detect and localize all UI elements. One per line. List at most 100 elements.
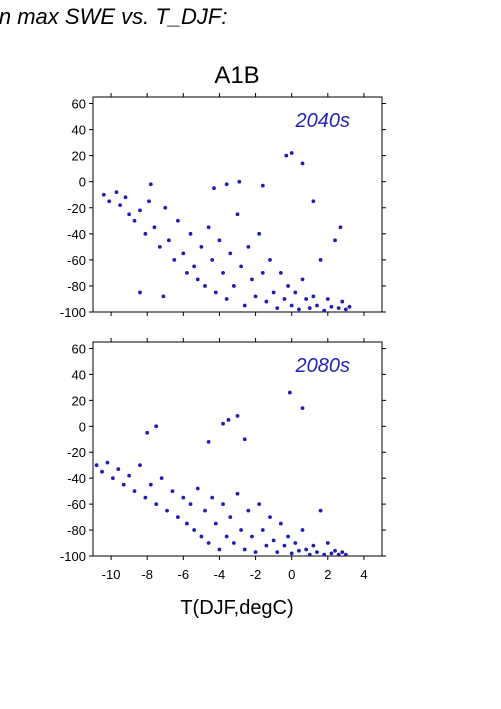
- data-point: [199, 244, 204, 249]
- data-point: [318, 257, 323, 262]
- x-tick-label: -2: [250, 567, 262, 582]
- data-point: [165, 508, 169, 513]
- data-point: [293, 290, 298, 295]
- data-point: [159, 476, 164, 481]
- data-point: [250, 277, 254, 282]
- data-point: [188, 231, 193, 236]
- data-point: [114, 190, 119, 195]
- data-point: [239, 264, 244, 269]
- data-point: [278, 271, 283, 275]
- data-point: [260, 183, 265, 188]
- data-point: [325, 541, 330, 545]
- data-point: [152, 225, 157, 230]
- data-point: [343, 552, 348, 556]
- data-point: [311, 294, 316, 299]
- y-tick-label: 40: [72, 123, 86, 138]
- data-point: [289, 551, 294, 556]
- data-point: [264, 299, 269, 304]
- data-point: [224, 297, 229, 301]
- data-point: [192, 528, 197, 532]
- y-tick-label: -60: [67, 497, 86, 512]
- data-point: [235, 491, 240, 496]
- data-point: [148, 182, 153, 187]
- y-tick-label: 20: [72, 149, 86, 164]
- data-point: [322, 308, 327, 312]
- data-point: [235, 212, 240, 217]
- data-point: [217, 238, 222, 243]
- data-point: [318, 508, 323, 513]
- data-point: [286, 284, 290, 288]
- data-point: [157, 244, 162, 249]
- y-tick-label: 60: [72, 97, 86, 112]
- x-tick-label: -10: [102, 567, 121, 582]
- y-tick-label: 20: [72, 393, 86, 408]
- data-point: [132, 218, 137, 223]
- data-point: [199, 534, 204, 539]
- data-point: [338, 225, 343, 230]
- data-point: [203, 508, 207, 513]
- data-point: [94, 463, 99, 468]
- data-point: [340, 299, 345, 304]
- y-tick-label: 0: [79, 419, 86, 434]
- y-tick-label: 60: [72, 341, 86, 356]
- data-point: [242, 437, 247, 442]
- data-point: [107, 199, 112, 204]
- data-point: [101, 192, 106, 197]
- data-point: [329, 551, 334, 556]
- data-point: [145, 430, 150, 435]
- data-point: [300, 406, 305, 411]
- data-point: [147, 199, 151, 204]
- x-tick-label: -8: [141, 567, 153, 582]
- data-point: [250, 534, 254, 539]
- data-point: [242, 303, 247, 308]
- data-point: [235, 414, 240, 418]
- data-point: [224, 182, 229, 187]
- data-point: [347, 304, 352, 309]
- data-point: [289, 303, 294, 308]
- data-point: [315, 550, 319, 555]
- data-point: [154, 424, 159, 429]
- data-point: [311, 199, 316, 204]
- data-point: [228, 251, 233, 256]
- page-title: in max SWE vs. T_DJF:: [0, 4, 228, 29]
- data-point: [206, 225, 211, 230]
- data-point: [221, 502, 225, 507]
- data-point: [175, 515, 180, 519]
- data-point: [132, 489, 137, 494]
- data-point: [268, 515, 272, 519]
- data-point: [105, 460, 110, 465]
- data-point: [271, 290, 276, 295]
- y-tick-label: -80: [67, 279, 86, 294]
- data-point: [253, 550, 258, 555]
- data-point: [242, 547, 247, 552]
- y-tick-label: -40: [67, 471, 86, 486]
- data-point: [246, 508, 251, 513]
- data-point: [116, 467, 121, 472]
- data-point: [143, 231, 148, 236]
- data-point: [181, 495, 186, 500]
- data-point: [206, 439, 211, 444]
- data-point: [110, 476, 115, 481]
- data-point: [300, 161, 305, 166]
- data-point: [231, 284, 236, 288]
- data-point: [127, 473, 132, 478]
- data-point: [311, 543, 316, 548]
- data-point: [166, 238, 171, 243]
- data-point: [213, 290, 218, 295]
- data-point: [210, 257, 215, 262]
- data-point: [163, 205, 168, 210]
- data-point: [237, 179, 242, 184]
- data-point: [287, 390, 292, 395]
- y-tick-label: -80: [67, 523, 86, 538]
- y-tick-label: 40: [72, 367, 86, 382]
- data-point: [138, 208, 142, 213]
- data-point: [307, 306, 312, 310]
- data-point: [138, 463, 142, 468]
- data-point: [143, 495, 148, 500]
- x-tick-label: 0: [288, 567, 295, 582]
- data-point: [300, 528, 305, 532]
- data-point: [336, 306, 341, 310]
- data-point: [297, 548, 301, 553]
- data-point: [148, 482, 153, 487]
